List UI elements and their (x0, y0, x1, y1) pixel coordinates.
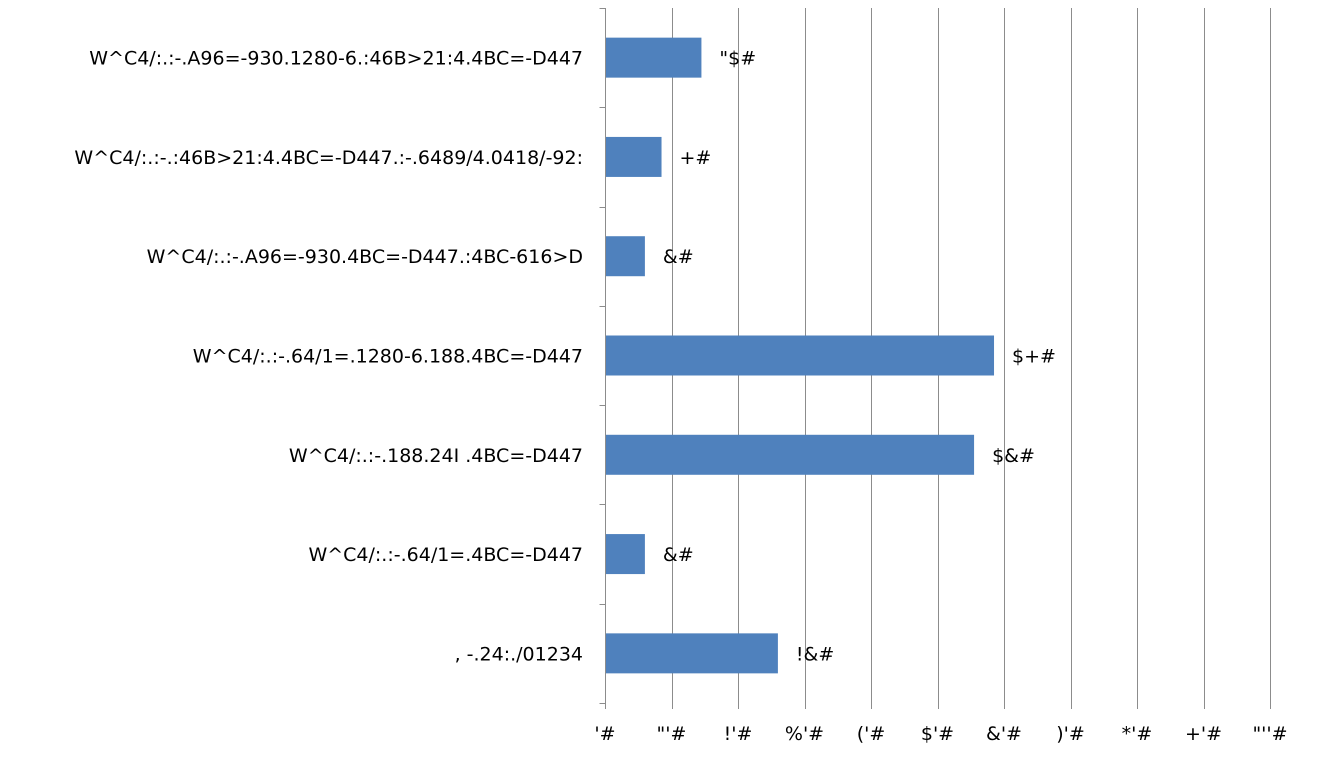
x-tick-label: %'# (785, 723, 824, 745)
data-label: !&# (796, 643, 834, 665)
category-label: , -.24:./01234 (455, 643, 583, 665)
bar (606, 236, 645, 277)
category-label: W^C4/:.:-.64/1=.1280-6.188.4BC=-D447 (193, 346, 583, 368)
bar (606, 434, 975, 475)
bar (606, 37, 702, 78)
x-tick-label: &'# (986, 723, 1022, 745)
category-label: W^C4/:.:-.188.24I .4BC=-D447 (289, 445, 583, 467)
x-tick-label: )'# (1056, 723, 1085, 745)
category-label: W^C4/:.:-.A96=-930.1280-6.:46B>21:4.4BC=… (89, 48, 583, 70)
data-label: &# (663, 544, 694, 566)
x-tick-label: $'# (921, 723, 954, 745)
category-label: W^C4/:.:-.A96=-930.4BC=-D447.:4BC-616>D (147, 246, 583, 268)
data-label: &# (663, 246, 694, 268)
data-label: $+# (1012, 346, 1056, 368)
bar (606, 633, 778, 674)
bar (606, 534, 645, 575)
x-tick-label: !'# (724, 723, 753, 745)
data-label: $&# (992, 445, 1035, 467)
labels: '# "'# !'# %'# ('# $'# &'# )'# *'# +'# "''# W^C4/:.… (74, 48, 1287, 745)
category-label: W^C4/:.:-.64/1=.4BC=-D447 (308, 544, 583, 566)
bar (606, 335, 995, 376)
x-tick-label: "''# (1252, 723, 1287, 745)
x-tick-label: "'# (657, 723, 687, 745)
x-tick-label: ('# (857, 723, 886, 745)
x-tick-label: '# (594, 723, 615, 745)
axes (599, 8, 606, 709)
x-tick-label: *'# (1122, 723, 1153, 745)
bar (606, 136, 662, 177)
data-label: +# (680, 147, 712, 169)
x-tick-label: +'# (1185, 723, 1222, 745)
category-label: W^C4/:.:-.:46B>21:4.4BC=-D447.:-.6489/4.… (74, 147, 583, 169)
data-label: "$# (719, 48, 756, 70)
bars (606, 37, 995, 674)
